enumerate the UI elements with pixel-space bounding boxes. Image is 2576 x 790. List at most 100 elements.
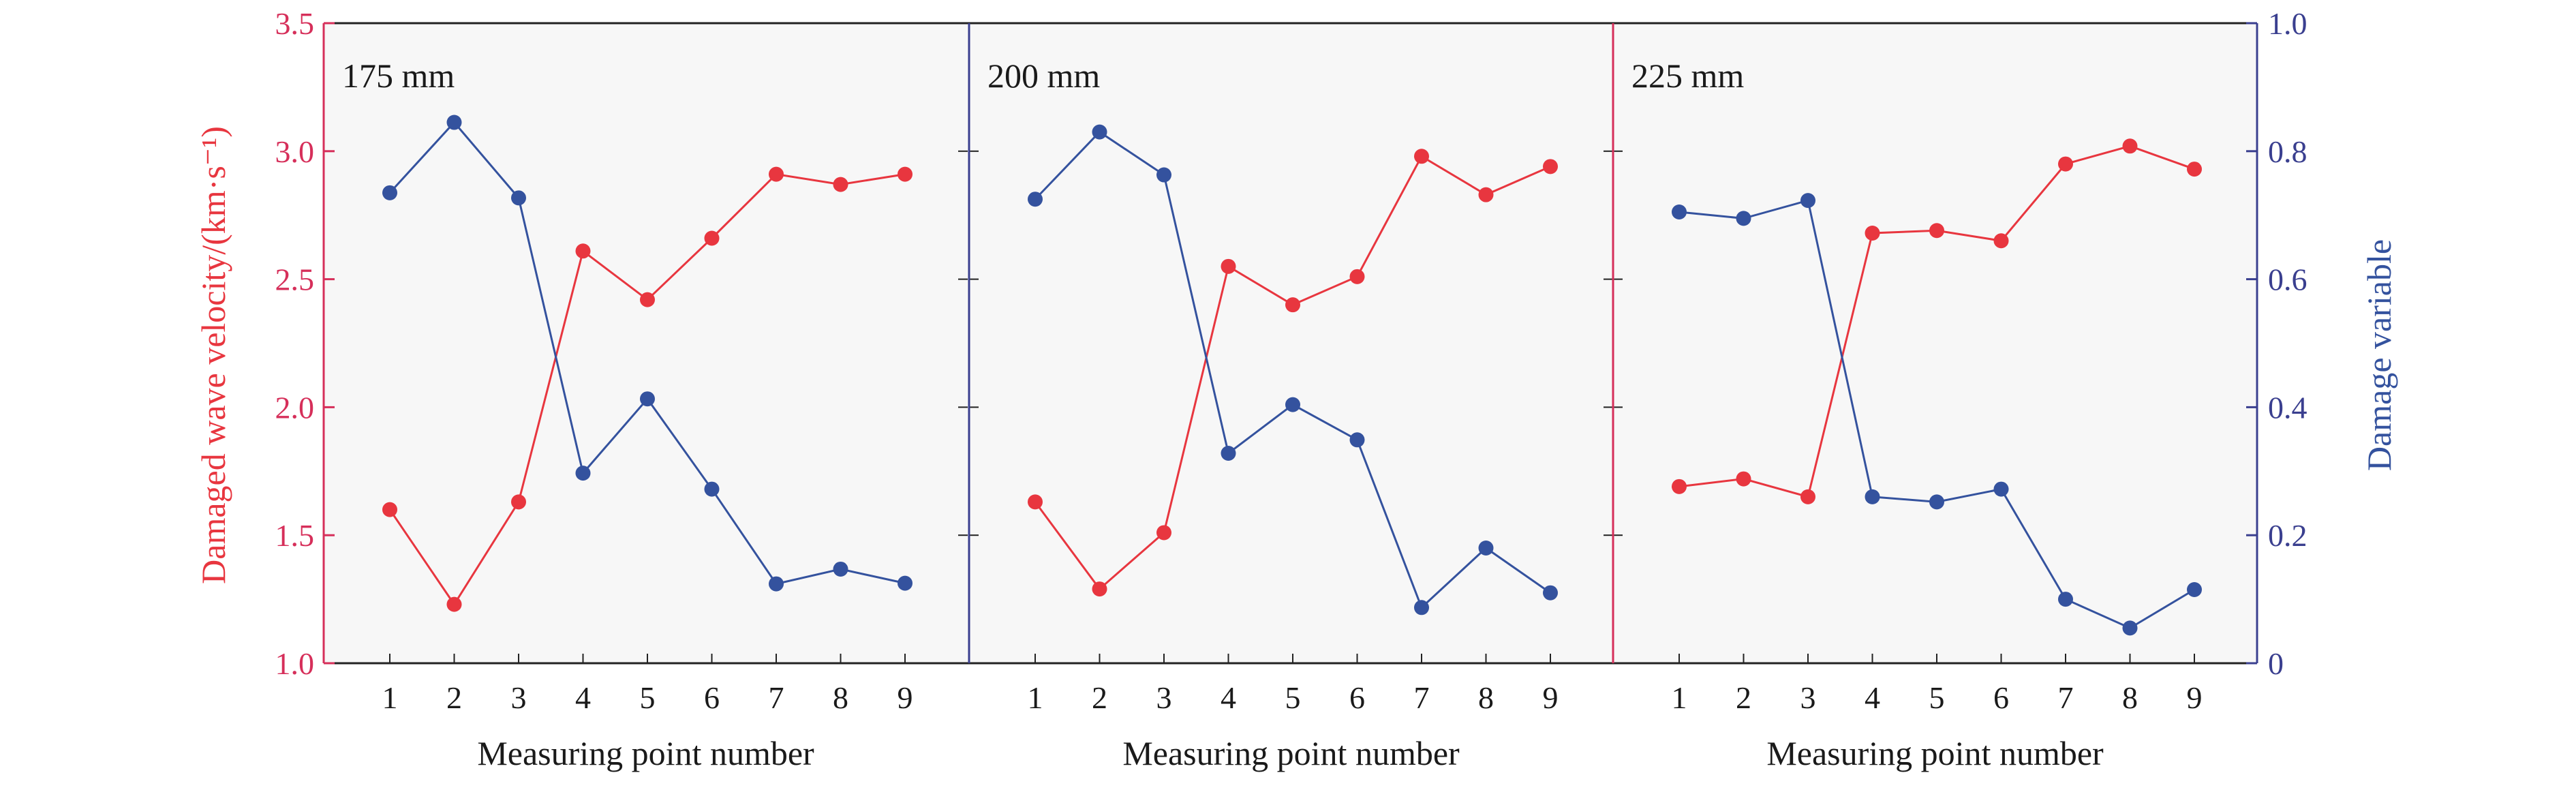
damage-point [1543, 585, 1558, 601]
damage-point [382, 185, 397, 200]
velocity-point [2187, 162, 2202, 177]
damage-point [704, 481, 720, 497]
damage-point [1349, 432, 1365, 448]
velocity-point [2058, 156, 2073, 172]
velocity-point [1736, 471, 1751, 487]
y-axis-left-title: Damaged wave velocity/(km·s⁻¹) [194, 126, 232, 584]
velocity-point [511, 494, 526, 510]
damage-point [1414, 600, 1429, 616]
velocity-point [769, 166, 784, 182]
velocity-point [382, 502, 397, 517]
x-tick-label: 9 [1543, 680, 1559, 715]
x-axis-title: Measuring point number [1766, 734, 2104, 772]
velocity-point [1929, 223, 1944, 239]
damage-point [1156, 167, 1171, 183]
damage-point [1736, 211, 1751, 226]
x-tick-label: 9 [2187, 680, 2203, 715]
x-axis-title: Measuring point number [1122, 734, 1460, 772]
damage-point [1865, 489, 1880, 504]
x-tick-label: 8 [2122, 680, 2138, 715]
velocity-point [1285, 297, 1300, 313]
x-tick-label: 4 [1865, 680, 1880, 715]
damage-point [1478, 540, 1494, 556]
velocity-point [640, 292, 655, 307]
velocity-point [446, 596, 462, 612]
y-left-tick-label: 1.5 [275, 518, 315, 553]
damage-point [1993, 481, 2009, 497]
damage-point [2187, 582, 2202, 598]
x-tick-label: 8 [833, 680, 848, 715]
damage-point [2058, 592, 2073, 607]
y-right-tick-label: 0.8 [2268, 134, 2307, 169]
y-right-tick-label: 0.4 [2268, 390, 2307, 425]
x-tick-label: 4 [1221, 680, 1236, 715]
x-tick-label: 4 [575, 680, 591, 715]
y-left-tick-label: 2.5 [275, 262, 315, 297]
x-tick-label: 3 [1156, 680, 1172, 715]
velocity-point [1092, 581, 1107, 597]
velocity-point [833, 177, 848, 192]
panel-1: 175 mm 1 2 3 4 5 6 7 8 9 Measuring point number [342, 22, 968, 772]
damage-point [446, 115, 462, 130]
damage-point [898, 575, 913, 591]
velocity-point [704, 230, 720, 246]
x-tick-label: 6 [1349, 680, 1365, 715]
x-tick-label: 1 [382, 680, 398, 715]
panel-label: 200 mm [987, 57, 1100, 95]
x-tick-label: 5 [1285, 680, 1301, 715]
velocity-point [1672, 478, 1687, 494]
velocity-point [1221, 258, 1236, 274]
plot-background [324, 23, 2256, 663]
y-left-tick-label: 3.5 [275, 6, 315, 41]
velocity-point [1800, 489, 1815, 504]
damage-point [640, 391, 655, 407]
damage-point [1285, 397, 1300, 412]
velocity-point [1478, 187, 1494, 202]
damage-point [2122, 620, 2138, 636]
velocity-point [1543, 159, 1558, 174]
velocity-point [2122, 138, 2138, 154]
y-right-tick-label: 1.0 [2268, 6, 2307, 41]
y-left-tick-label: 1.0 [275, 646, 315, 681]
y-right-tick-label: 0.2 [2268, 518, 2307, 553]
x-tick-label: 7 [2058, 680, 2074, 715]
velocity-point [898, 166, 913, 182]
x-tick-label: 2 [446, 680, 462, 715]
x-tick-label: 3 [511, 680, 527, 715]
velocity-point [575, 243, 591, 259]
damage-point [1028, 192, 1043, 207]
y-left-tick-label: 2.0 [275, 390, 315, 425]
damage-point [575, 466, 591, 481]
panel-label: 225 mm [1631, 57, 1744, 95]
velocity-point [1414, 149, 1429, 164]
x-tick-label: 1 [1672, 680, 1687, 715]
y-right-tick-label: 0.6 [2268, 262, 2307, 297]
velocity-point [1028, 494, 1043, 510]
x-tick-label: 3 [1800, 680, 1816, 715]
y-axis-right-title: Damage variable [2360, 239, 2398, 471]
x-tick-label: 5 [1929, 680, 1945, 715]
damage-point [1929, 494, 1944, 510]
x-tick-label: 2 [1736, 680, 1751, 715]
x-tick-label: 8 [1478, 680, 1494, 715]
x-tick-label: 9 [898, 680, 913, 715]
x-axis-title: Measuring point number [477, 734, 814, 772]
x-tick-label: 6 [1993, 680, 2009, 715]
x-tick-label: 7 [1414, 680, 1430, 715]
x-tick-label: 7 [769, 680, 784, 715]
y-right-tick-label: 0 [2268, 646, 2284, 681]
damage-point [511, 190, 526, 206]
x-tick-label: 6 [704, 680, 720, 715]
panel-label: 175 mm [342, 57, 455, 95]
damage-point [1221, 446, 1236, 461]
damage-point [769, 576, 784, 592]
damage-point [1800, 193, 1815, 209]
panel-2: 200 mm 1 2 3 4 5 6 7 8 9 Measuring point number [969, 22, 1613, 772]
damage-point [1092, 124, 1107, 140]
velocity-point [1349, 269, 1365, 284]
damage-point [1672, 204, 1687, 220]
velocity-point [1156, 525, 1171, 541]
y-left-tick-label: 3.0 [275, 134, 315, 169]
